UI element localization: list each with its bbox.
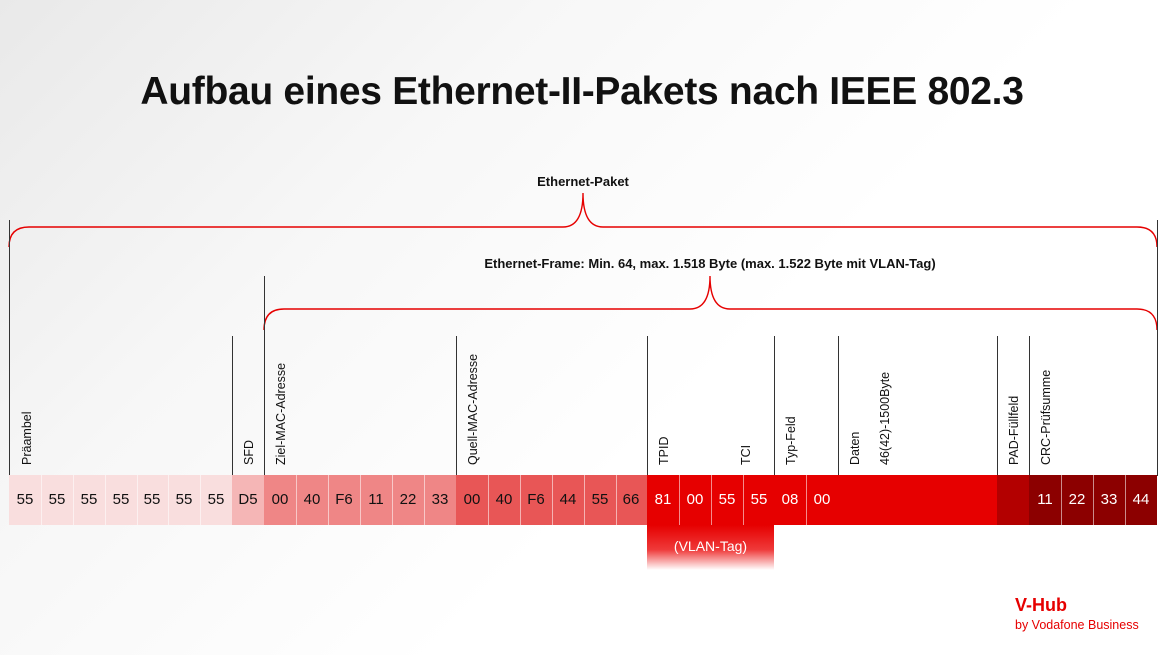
byte-cell: 44 [1132,491,1150,508]
byte-cell: 00 [813,491,831,508]
byte-cell: 55 [112,491,130,508]
segment-src-mac [456,475,647,525]
byte-cell: 00 [686,491,704,508]
packet-label: Ethernet-Paket [537,174,629,189]
byte-cell: 33 [1100,491,1118,508]
byte-cell: 00 [271,491,289,508]
field-label-data: Daten [848,431,862,465]
byte-cell: 40 [303,491,321,508]
field-label-preamble: Präambel [20,411,34,466]
divider-crc [1029,336,1030,476]
byte-cell: 40 [495,491,513,508]
vlan-tag-label: (VLAN-Tag) [647,525,774,570]
vhub-logo: V-Hub by Vodafone Business [1015,595,1139,632]
segment-vlan-tag [647,475,774,525]
divider-type [774,336,775,476]
divider-packet-start [9,220,10,476]
field-label-sfd: SFD [242,440,256,465]
frame-label: Ethernet-Frame: Min. 64, max. 1.518 Byte… [484,256,936,271]
segment-preamble [9,475,232,525]
byte-cell: F6 [335,491,353,508]
divider-packet-end [1157,220,1158,476]
packet-brace [8,192,1158,248]
byte-cell: 55 [750,491,768,508]
field-label-pad: PAD-Füllfeld [1007,395,1021,465]
field-label-type: Typ-Feld [784,416,798,465]
segment-data [838,475,997,525]
byte-cell: 33 [431,491,449,508]
byte-cell: 22 [1068,491,1086,508]
byte-cell: D5 [238,491,258,508]
field-label-data-size: 46(42)-1500Byte [878,371,892,465]
byte-cell: 55 [48,491,66,508]
byte-cell: 11 [368,491,384,508]
divider-vlan [647,336,648,476]
field-label-crc: CRC-Prüfsumme [1039,369,1053,465]
page-title: Aufbau eines Ethernet-II-Pakets nach IEE… [140,70,1024,113]
field-label-src-mac: Quell-MAC-Adresse [466,353,480,465]
divider-data [838,336,839,476]
byte-cell: 55 [80,491,98,508]
byte-cell: F6 [527,491,545,508]
byte-cell: 55 [16,491,34,508]
segment-sfd [232,475,264,525]
byte-cell: 55 [207,491,225,508]
divider-src-mac [456,336,457,476]
logo-name: V-Hub [1015,595,1067,615]
field-label-dest-mac: Ziel-MAC-Adresse [274,362,288,465]
field-label-tpid: TPID [657,436,671,465]
logo-tagline: by Vodafone Business [1015,618,1139,632]
byte-cell: 55 [591,491,609,508]
byte-cell: 08 [781,491,799,508]
byte-cell: 22 [399,491,417,508]
divider-pad [997,336,998,476]
segment-pad [997,475,1029,525]
byte-cell: 44 [559,491,577,508]
byte-cell: 55 [175,491,193,508]
byte-cell: 55 [718,491,736,508]
field-label-tci: TCI [739,444,753,465]
byte-cell: 55 [143,491,161,508]
byte-cell: 81 [654,491,672,508]
divider-frame-start [264,276,265,476]
byte-cell: 00 [463,491,481,508]
byte-cell: 66 [622,491,640,508]
byte-cell: 11 [1037,491,1053,508]
divider-sfd [232,336,233,476]
frame-brace [263,275,1158,331]
